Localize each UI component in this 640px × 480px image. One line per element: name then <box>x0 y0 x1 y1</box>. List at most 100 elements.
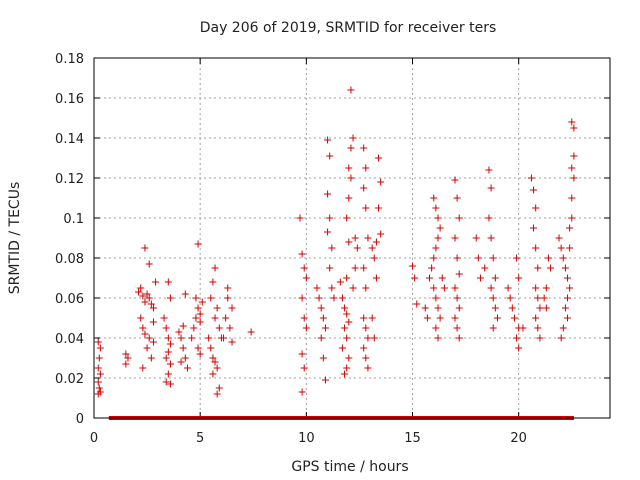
data-point <box>164 334 172 342</box>
data-point <box>96 370 104 378</box>
data-point <box>326 214 334 222</box>
data-point <box>493 314 501 322</box>
data-point <box>489 254 497 262</box>
data-point <box>183 364 191 372</box>
data-point <box>532 244 540 252</box>
data-point <box>430 194 438 202</box>
data-point <box>222 314 230 322</box>
data-point <box>455 304 463 312</box>
data-point <box>353 244 361 252</box>
y-tick-label: 0.12 <box>55 172 84 187</box>
data-point <box>175 328 183 336</box>
data-point <box>149 338 157 346</box>
data-point <box>177 334 185 342</box>
data-point <box>324 190 332 198</box>
data-point <box>139 324 147 332</box>
data-point <box>94 390 102 398</box>
data-point <box>164 278 172 286</box>
data-point <box>345 318 353 326</box>
data-point <box>432 294 440 302</box>
data-point <box>324 136 332 144</box>
data-point <box>94 378 102 386</box>
data-point <box>430 254 438 262</box>
data-point <box>226 324 234 332</box>
data-point <box>360 184 368 192</box>
data-point <box>434 304 442 312</box>
chart-title: Day 206 of 2019, SRMTID for receiver ter… <box>200 20 497 36</box>
y-tick-label: 0.08 <box>55 252 84 267</box>
data-point <box>95 384 103 392</box>
data-point <box>247 328 255 336</box>
data-point <box>370 334 378 342</box>
data-point <box>152 278 160 286</box>
data-point <box>570 174 578 182</box>
data-point <box>372 274 380 282</box>
data-point <box>474 254 482 262</box>
data-point <box>555 234 563 242</box>
data-point <box>360 144 368 152</box>
data-point <box>143 344 151 352</box>
data-point <box>568 214 576 222</box>
data-point <box>360 344 368 352</box>
data-point <box>432 244 440 252</box>
data-point <box>192 314 200 322</box>
data-point <box>298 350 306 358</box>
data-point <box>198 298 206 306</box>
data-point <box>527 174 535 182</box>
data-point <box>300 314 308 322</box>
data-point <box>440 284 448 292</box>
data-point <box>432 204 440 212</box>
data-point <box>564 274 572 282</box>
data-point <box>192 294 200 302</box>
data-point <box>296 214 304 222</box>
data-point <box>164 348 172 356</box>
data-point <box>532 314 540 322</box>
data-point <box>300 264 308 272</box>
data-point <box>364 334 372 342</box>
data-point <box>207 294 215 302</box>
data-point <box>149 304 157 312</box>
data-point <box>324 228 332 236</box>
data-point <box>568 118 576 126</box>
data-point <box>438 274 446 282</box>
data-point <box>362 324 370 332</box>
data-point <box>211 314 219 322</box>
data-point <box>194 344 202 352</box>
data-point <box>298 294 306 302</box>
data-point <box>540 294 548 302</box>
data-point <box>559 254 567 262</box>
data-point <box>362 164 370 172</box>
data-point <box>487 234 495 242</box>
data-point <box>209 278 217 286</box>
data-point <box>362 354 370 362</box>
y-tick-label: 0.02 <box>55 372 84 387</box>
data-point <box>336 278 344 286</box>
data-point <box>455 270 463 278</box>
data-point <box>338 344 346 352</box>
data-point <box>534 324 542 332</box>
data-point <box>489 324 497 332</box>
data-point <box>504 284 512 292</box>
data-point <box>319 314 327 322</box>
data-point <box>421 304 429 312</box>
data-point <box>166 360 174 368</box>
data-point <box>160 314 168 322</box>
data-point <box>372 238 380 246</box>
data-point <box>351 234 359 242</box>
data-point <box>328 284 336 292</box>
data-point <box>513 254 521 262</box>
data-point <box>330 294 338 302</box>
data-point <box>181 354 189 362</box>
data-point <box>362 204 370 212</box>
data-point <box>485 166 493 174</box>
data-point <box>559 324 567 332</box>
data-point <box>536 304 544 312</box>
data-point <box>506 294 514 302</box>
axis-ticks: 0 0.02 0.04 0.06 0.08 0.1 0.12 0.14 0.16 0.18 0 5 10… <box>55 52 610 446</box>
data-point <box>349 284 357 292</box>
y-tick-label: 0.04 <box>55 332 84 347</box>
data-point <box>436 314 444 322</box>
data-point <box>487 284 495 292</box>
data-point <box>213 364 221 372</box>
data-point <box>94 338 102 346</box>
